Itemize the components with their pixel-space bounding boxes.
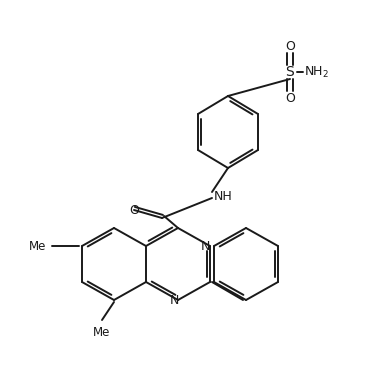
Text: Me: Me	[29, 240, 46, 252]
Text: O: O	[129, 204, 139, 216]
Text: NH$_2$: NH$_2$	[304, 64, 329, 79]
Text: O: O	[285, 92, 295, 105]
Text: Me: Me	[93, 326, 111, 339]
Text: N: N	[169, 294, 179, 307]
Text: N: N	[201, 240, 210, 252]
Text: O: O	[285, 39, 295, 53]
Text: S: S	[286, 65, 294, 79]
Text: NH: NH	[214, 190, 233, 202]
